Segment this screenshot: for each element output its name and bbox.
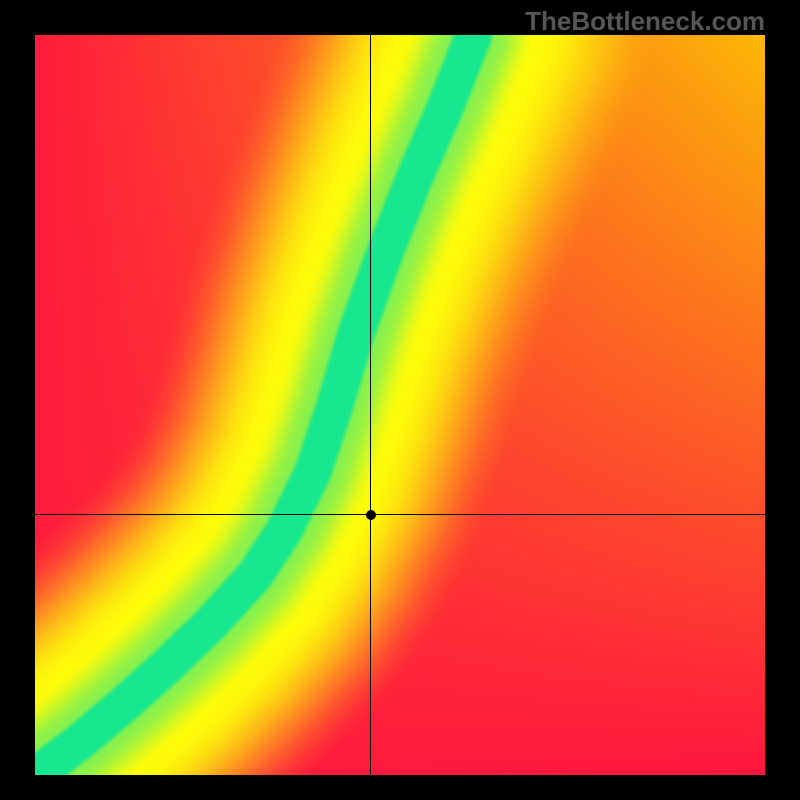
crosshair-horizontal xyxy=(35,514,765,515)
chart-container: TheBottleneck.com xyxy=(0,0,800,800)
crosshair-marker xyxy=(366,510,376,520)
watermark-text: TheBottleneck.com xyxy=(525,6,765,37)
crosshair-vertical xyxy=(370,35,371,775)
bottleneck-heatmap xyxy=(35,35,765,775)
